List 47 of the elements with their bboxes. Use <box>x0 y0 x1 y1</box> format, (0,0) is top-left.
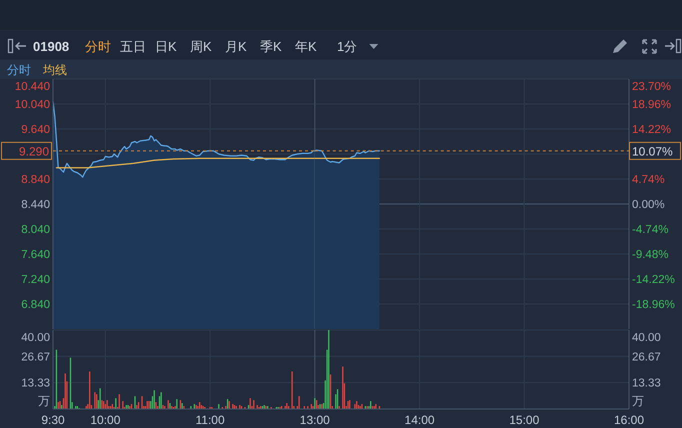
y2-tick-label: -18.96% <box>632 299 675 311</box>
y-axis-title: 万 <box>38 394 50 408</box>
x-tick-label: 11:00 <box>196 413 225 427</box>
ref-line: 9.290 <box>1 142 316 160</box>
y2-tick-label: 26.67 <box>632 351 661 364</box>
x-tick-label: 9:30 <box>41 413 65 427</box>
y-tick-label: 8.440 <box>21 199 50 211</box>
y2-tick-label: -9.48% <box>632 249 668 261</box>
y-tick-label: 9.640 <box>21 124 50 136</box>
text: 季K <box>260 39 282 54</box>
x-tick-label: 10:00 <box>90 413 121 427</box>
y2-tick-label: 18.96% <box>632 99 672 111</box>
y-tick-label: 8.040 <box>21 224 50 236</box>
text: 日K <box>155 39 177 54</box>
y2-tick-label: 23.70% <box>632 81 672 93</box>
y2-tick-label: 4.74% <box>632 174 665 186</box>
y-tick-label: 13.33 <box>21 378 50 390</box>
y2-tick-label: 13.33 <box>632 378 661 390</box>
y-tick-label: 7.240 <box>21 274 50 286</box>
y-tick-label: 10.440 <box>14 81 50 93</box>
y-tick-label: 40.00 <box>21 332 50 344</box>
text: 五日 <box>120 39 146 54</box>
text: 01908 <box>33 39 70 54</box>
y2-tick-label: -4.74% <box>632 224 668 236</box>
text: 月K <box>225 39 247 54</box>
text: 年K <box>295 39 317 54</box>
y2-tick-label: -14.22% <box>632 274 675 286</box>
y2-tick-label: 14.22% <box>632 124 672 136</box>
x-tick-label: 13:00 <box>300 413 330 427</box>
text: 1分 <box>337 39 358 54</box>
text: 周K <box>190 39 212 54</box>
ref-line-label: 10.07% <box>632 144 674 158</box>
text: 分时 <box>85 39 111 54</box>
ref-line-label: 9.290 <box>18 144 50 158</box>
x-tick-label: 15:00 <box>509 413 540 427</box>
ref-line: 10.07% <box>314 142 681 160</box>
y-tick-label: 8.840 <box>21 174 50 186</box>
y2-tick-label: 0.00% <box>632 199 665 211</box>
y-tick-label: 7.640 <box>21 249 50 261</box>
y-tick-label: 26.67 <box>21 351 50 364</box>
legend: 分时 均线 <box>7 63 67 77</box>
x-tick-label: 16:00 <box>614 413 644 427</box>
x-tick-label: 14:00 <box>404 413 435 427</box>
y-tick-label: 6.840 <box>21 299 50 311</box>
y2-axis-title: 万 <box>632 394 644 408</box>
y-tick-label: 10.040 <box>14 99 50 111</box>
y2-tick-label: 40.00 <box>632 332 661 344</box>
